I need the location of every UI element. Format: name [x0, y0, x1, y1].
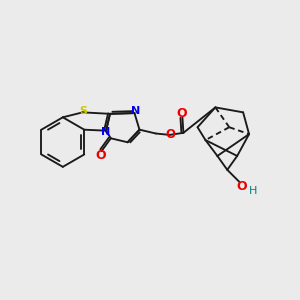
Text: H: H: [249, 186, 257, 196]
Text: S: S: [80, 106, 88, 116]
Text: O: O: [237, 180, 248, 193]
Text: O: O: [95, 148, 106, 162]
Text: N: N: [101, 127, 111, 137]
Text: N: N: [131, 106, 140, 116]
Text: O: O: [166, 128, 176, 141]
Text: O: O: [176, 106, 187, 119]
